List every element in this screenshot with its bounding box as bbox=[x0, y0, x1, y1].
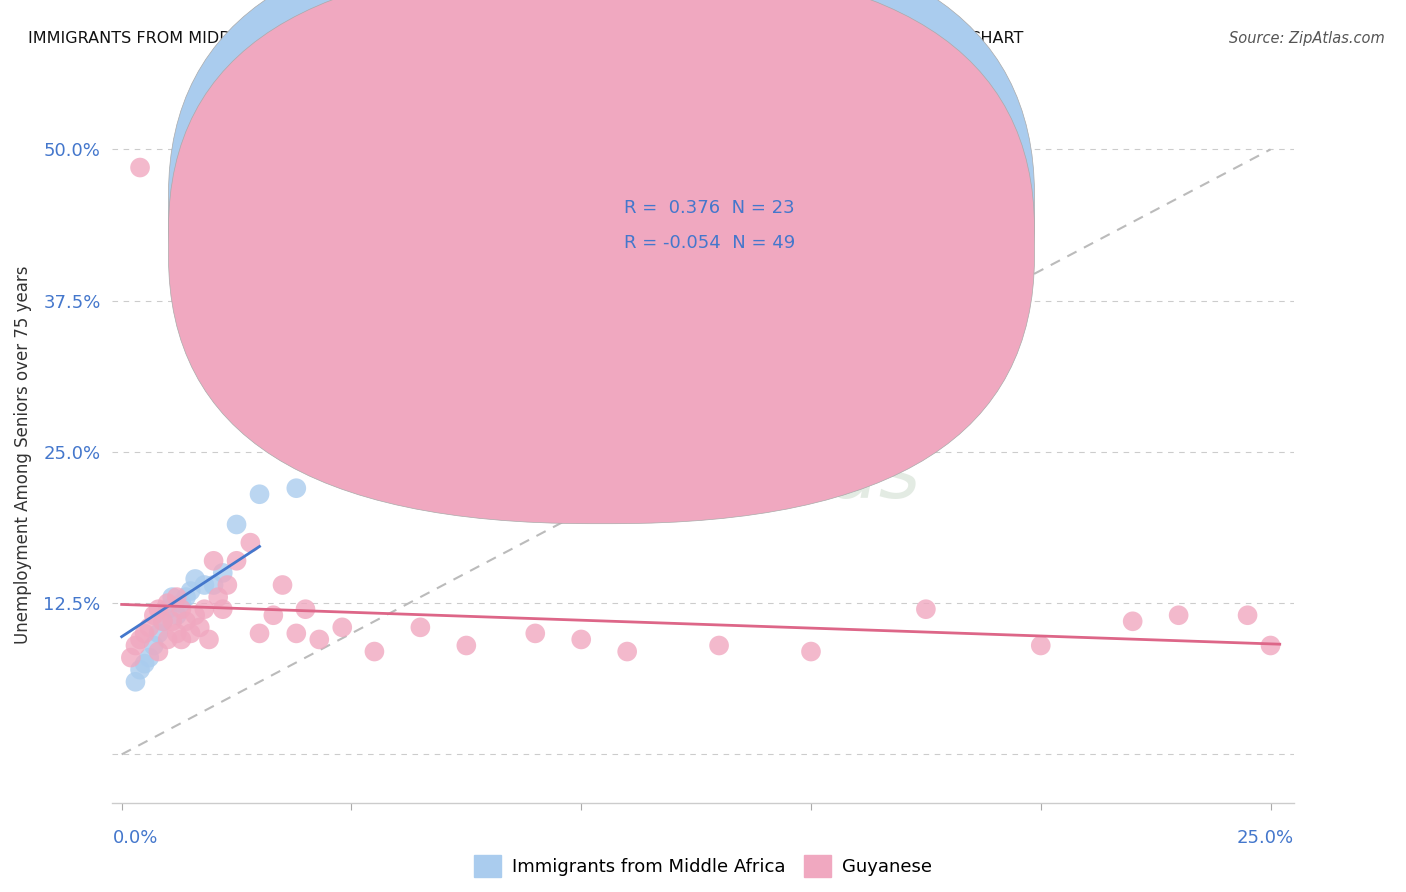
Text: atlas: atlas bbox=[727, 437, 921, 515]
Point bbox=[271, 578, 294, 592]
Point bbox=[180, 626, 202, 640]
Point bbox=[156, 596, 179, 610]
Point bbox=[330, 620, 353, 634]
Text: Source: ZipAtlas.com: Source: ZipAtlas.com bbox=[1229, 31, 1385, 46]
Point bbox=[211, 348, 233, 362]
Point bbox=[202, 578, 225, 592]
Point bbox=[138, 620, 160, 634]
Point bbox=[1236, 608, 1258, 623]
Point bbox=[285, 626, 308, 640]
Legend: Immigrants from Middle Africa, Guyanese: Immigrants from Middle Africa, Guyanese bbox=[467, 847, 939, 884]
Text: R =  0.376  N = 23: R = 0.376 N = 23 bbox=[624, 199, 794, 217]
Point bbox=[915, 602, 938, 616]
Point bbox=[148, 602, 170, 616]
Point bbox=[142, 639, 165, 653]
Point bbox=[134, 626, 156, 640]
Point bbox=[166, 590, 188, 604]
Point bbox=[148, 626, 170, 640]
Point bbox=[285, 481, 308, 495]
Point bbox=[129, 632, 152, 647]
Point bbox=[1260, 639, 1282, 653]
Text: 25.0%: 25.0% bbox=[1236, 830, 1294, 847]
Point bbox=[138, 650, 160, 665]
Text: ZIP: ZIP bbox=[555, 437, 703, 515]
Point bbox=[225, 554, 247, 568]
Point bbox=[524, 433, 547, 447]
Point bbox=[160, 590, 183, 604]
Point bbox=[174, 615, 197, 629]
Point bbox=[707, 639, 730, 653]
Point bbox=[569, 632, 592, 647]
Point bbox=[170, 632, 193, 647]
Point bbox=[217, 578, 239, 592]
Point bbox=[198, 632, 221, 647]
Point bbox=[188, 620, 211, 634]
Point bbox=[174, 590, 197, 604]
Point bbox=[124, 639, 146, 653]
Text: R = -0.054  N = 49: R = -0.054 N = 49 bbox=[624, 234, 796, 252]
Point bbox=[156, 632, 179, 647]
Point bbox=[166, 626, 188, 640]
Point bbox=[184, 572, 207, 586]
Y-axis label: Unemployment Among Seniors over 75 years: Unemployment Among Seniors over 75 years bbox=[14, 266, 32, 644]
Point bbox=[142, 608, 165, 623]
Point bbox=[152, 615, 174, 629]
Point bbox=[1029, 639, 1052, 653]
Point bbox=[207, 590, 229, 604]
Point bbox=[134, 657, 156, 671]
Point bbox=[308, 632, 330, 647]
Point bbox=[616, 644, 638, 658]
Point bbox=[211, 566, 233, 580]
Point bbox=[129, 161, 152, 175]
Point bbox=[1167, 608, 1189, 623]
Point bbox=[148, 644, 170, 658]
Point bbox=[363, 644, 385, 658]
Point bbox=[409, 620, 432, 634]
Point bbox=[156, 602, 179, 616]
Point bbox=[120, 650, 142, 665]
Point bbox=[129, 663, 152, 677]
Point bbox=[409, 450, 432, 465]
Point bbox=[524, 626, 547, 640]
Point bbox=[249, 487, 271, 501]
Point bbox=[193, 602, 215, 616]
Point bbox=[294, 602, 316, 616]
Point bbox=[262, 608, 284, 623]
Text: IMMIGRANTS FROM MIDDLE AFRICA VS GUYANESE UNEMPLOYMENT AMONG SENIORS OVER 75 YEA: IMMIGRANTS FROM MIDDLE AFRICA VS GUYANES… bbox=[28, 31, 1024, 46]
Point bbox=[152, 615, 174, 629]
Point bbox=[180, 584, 202, 599]
Point bbox=[211, 602, 233, 616]
Point bbox=[340, 463, 363, 477]
Point bbox=[239, 535, 262, 549]
Point bbox=[166, 608, 188, 623]
Point bbox=[170, 602, 193, 616]
Point bbox=[225, 517, 247, 532]
Point bbox=[800, 644, 823, 658]
Point bbox=[160, 615, 183, 629]
Point bbox=[1122, 615, 1144, 629]
Point bbox=[202, 554, 225, 568]
Point bbox=[184, 608, 207, 623]
Point bbox=[249, 626, 271, 640]
Point bbox=[193, 578, 215, 592]
Text: 0.0%: 0.0% bbox=[112, 830, 157, 847]
Point bbox=[170, 596, 193, 610]
Point bbox=[124, 674, 146, 689]
Point bbox=[456, 639, 478, 653]
